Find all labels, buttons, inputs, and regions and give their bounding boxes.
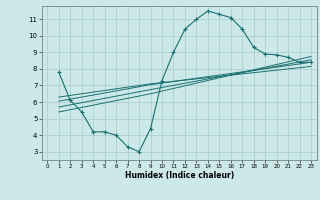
X-axis label: Humidex (Indice chaleur): Humidex (Indice chaleur)	[124, 171, 234, 180]
